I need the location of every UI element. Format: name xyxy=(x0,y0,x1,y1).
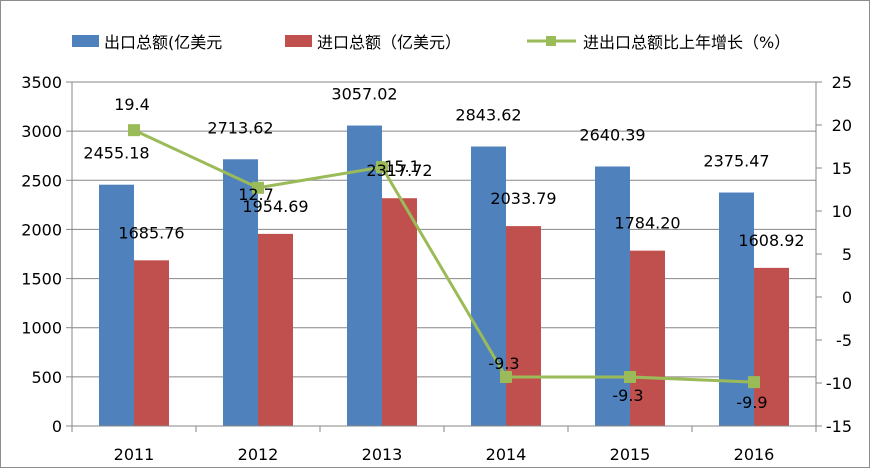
x-tick-label: 2011 xyxy=(114,445,155,464)
bar-import xyxy=(506,226,541,426)
bar-export xyxy=(719,192,754,426)
bar-import xyxy=(754,267,789,426)
right-tick-label: -10 xyxy=(826,374,852,393)
right-tick-label: 20 xyxy=(832,116,852,135)
data-label-export: 2713.62 xyxy=(207,118,273,137)
data-label-import: 1954.69 xyxy=(242,197,308,216)
legend-label-export: 出口总额(亿美元 xyxy=(104,33,222,52)
data-label-growth: -9.3 xyxy=(612,386,643,405)
bar-export xyxy=(99,184,134,426)
data-label-export: 2455.18 xyxy=(83,144,149,163)
data-label-growth: -9.9 xyxy=(736,393,767,412)
axes xyxy=(71,82,817,427)
data-label-export: 2375.47 xyxy=(703,152,769,171)
left-tick-label: 3500 xyxy=(21,73,62,92)
left-axis-ticks: 0 500 1000 1500 2000 2500 3000 3500 xyxy=(21,73,72,436)
data-label-growth: -9.3 xyxy=(488,354,519,373)
growth-marker xyxy=(252,181,264,194)
x-axis-ticks: 2011 2012 2013 2014 2015 2016 xyxy=(71,426,817,464)
data-label-import: 1608.92 xyxy=(738,231,804,250)
legend-marker-growth xyxy=(546,36,556,46)
growth-marker xyxy=(128,124,140,137)
data-label-growth: 19.4 xyxy=(114,95,150,114)
right-tick-label: -15 xyxy=(826,417,852,436)
growth-marker xyxy=(624,370,636,383)
data-label-import: 1685.76 xyxy=(118,223,184,242)
legend: 出口总额(亿美元 进口总额（亿美元） 进出口总额比上年增长（%） xyxy=(72,33,790,52)
left-tick-label: 0 xyxy=(52,417,62,436)
right-axis-ticks: -15 -10 -5 0 5 10 15 20 25 xyxy=(816,73,852,436)
right-tick-label: 15 xyxy=(832,159,852,178)
legend-swatch-export xyxy=(72,35,99,47)
data-label-import: 2317.72 xyxy=(366,161,432,180)
left-tick-label: 1000 xyxy=(21,319,62,338)
data-label-export: 3057.02 xyxy=(331,85,397,104)
growth-marker xyxy=(500,370,512,383)
legend-swatch-import xyxy=(285,35,312,47)
right-tick-label: 0 xyxy=(842,288,852,307)
left-tick-label: 1500 xyxy=(21,270,62,289)
data-label-import: 1784.20 xyxy=(614,214,680,233)
bars xyxy=(99,125,789,427)
left-tick-label: 500 xyxy=(31,368,62,387)
right-tick-label: 25 xyxy=(832,73,852,92)
x-tick-label: 2016 xyxy=(734,445,775,464)
bar-export xyxy=(223,159,258,426)
x-tick-label: 2012 xyxy=(238,445,279,464)
x-tick-label: 2014 xyxy=(486,445,527,464)
x-tick-label: 2015 xyxy=(610,445,651,464)
data-label-growth: 15.1 xyxy=(384,157,420,176)
growth-line xyxy=(133,128,755,384)
bar-export xyxy=(347,125,382,426)
data-label-growth: 12.7 xyxy=(238,185,274,204)
left-tick-label: 2500 xyxy=(21,171,62,190)
growth-marker xyxy=(376,161,388,174)
growth-line-series xyxy=(128,124,760,389)
right-tick-label: -5 xyxy=(836,331,852,350)
legend-label-import: 进口总额（亿美元） xyxy=(317,33,461,52)
bar-import xyxy=(258,233,293,426)
bar-import xyxy=(382,198,417,426)
legend-label-growth: 进出口总额比上年增长（%） xyxy=(583,33,790,52)
right-tick-label: 5 xyxy=(842,245,852,264)
data-label-export: 2843.62 xyxy=(455,106,521,125)
bar-import xyxy=(134,260,169,426)
growth-marker xyxy=(748,376,760,389)
gridlines xyxy=(72,81,816,378)
data-label-export: 2640.39 xyxy=(579,125,645,144)
data-label-import: 2033.79 xyxy=(490,189,556,208)
right-tick-label: 10 xyxy=(832,202,852,221)
left-tick-label: 2000 xyxy=(21,220,62,239)
bar-import xyxy=(630,250,665,426)
left-tick-label: 3000 xyxy=(21,122,62,141)
x-tick-label: 2013 xyxy=(362,445,403,464)
data-labels: 2455.18 1685.76 2713.62 1954.69 3057.02 2317.… xyxy=(83,85,804,413)
